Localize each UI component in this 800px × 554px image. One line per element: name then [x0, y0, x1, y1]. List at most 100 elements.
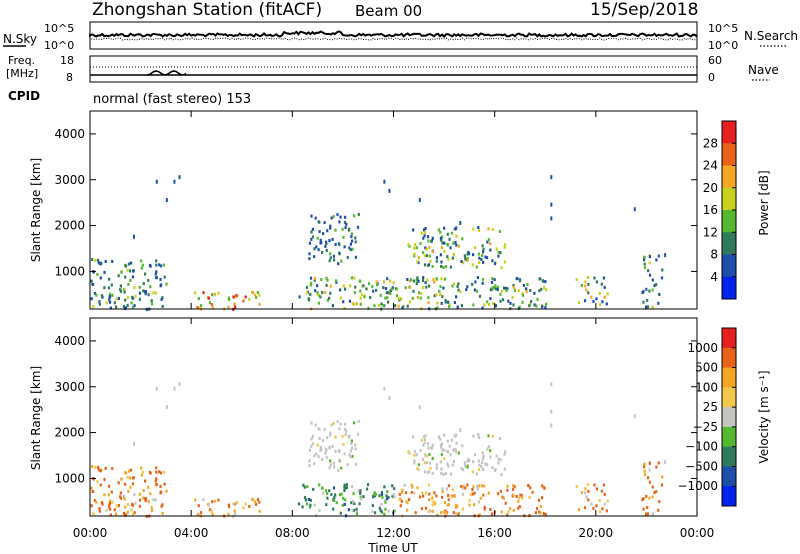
colorbar-tick-label: 24: [703, 159, 718, 173]
echo-cell: [413, 243, 417, 247]
echo-cell: [383, 512, 386, 516]
echo-cell: [343, 220, 347, 224]
echo-cell: [258, 293, 261, 297]
colorbar-tick-label: 12: [703, 225, 718, 239]
echo-cell: [481, 484, 484, 488]
echo-cell: [427, 442, 430, 446]
echo-cell: [363, 295, 366, 299]
echo-cell: [394, 304, 397, 308]
echo-cell: [349, 242, 352, 246]
echo-cell: [423, 263, 427, 267]
x-tick-label: 20:00: [579, 526, 614, 540]
echo-cell: [328, 466, 331, 470]
echo-cell: [459, 428, 462, 432]
echo-cell: [456, 305, 459, 309]
echo-cell: [99, 262, 102, 266]
echo-cell: [129, 278, 132, 282]
echo-cell: [408, 244, 411, 248]
echo-cell: [440, 511, 443, 515]
echo-cell: [341, 227, 344, 231]
echo-cell: [647, 269, 650, 273]
echo-cell: [389, 292, 392, 295]
echo-cell: [367, 306, 370, 310]
echo-cell: [313, 278, 316, 282]
echo-cell: [375, 283, 379, 287]
echo-cell: [350, 442, 353, 446]
echo-cell: [318, 427, 321, 431]
echo-cell: [332, 215, 335, 219]
echo-cell: [664, 460, 667, 465]
echo-cell: [477, 436, 481, 439]
echo-cell: [344, 433, 347, 437]
echo-cell: [326, 298, 329, 302]
echo-cell: [497, 254, 500, 258]
colorbar-tick-label: 8: [710, 248, 718, 262]
echo-cell: [138, 297, 141, 301]
echo-cell: [314, 289, 317, 293]
echo-cell: [309, 283, 312, 287]
echo-cell: [306, 485, 309, 489]
echo-cell: [315, 245, 318, 249]
echo-cell: [408, 300, 412, 304]
echo-cell: [160, 490, 163, 494]
echo-cell: [197, 513, 200, 517]
echo-cell: [334, 493, 337, 497]
echo-cell: [107, 286, 110, 290]
echo-cell: [460, 467, 463, 470]
echo-cell: [350, 232, 353, 236]
echo-cell: [350, 235, 353, 239]
echo-cell: [490, 280, 494, 284]
echo-cell: [431, 250, 434, 254]
echo-cell: [100, 501, 104, 505]
echo-cell: [442, 472, 445, 476]
echo-cell: [96, 273, 99, 276]
echo-cell: [424, 246, 427, 250]
echo-cell: [342, 235, 345, 239]
echo-cell: [93, 292, 97, 295]
echo-cell: [154, 498, 157, 502]
echo-cell: [431, 457, 434, 461]
echo-cell: [503, 452, 506, 456]
echo-cell: [413, 246, 416, 250]
echo-cell: [343, 502, 346, 506]
echo-cell: [424, 453, 427, 457]
echo-cell: [443, 457, 446, 460]
echo-cell: [333, 465, 336, 469]
echo-cell: [332, 461, 335, 465]
echo-cell: [490, 512, 494, 516]
echo-cell: [256, 498, 259, 501]
colorbar-tick-label: 28: [703, 136, 718, 150]
echo-cell: [155, 270, 158, 274]
echo-cell: [466, 459, 469, 463]
y-tick-label: 4000: [54, 127, 85, 141]
echo-cell: [329, 224, 332, 228]
echo-cell: [119, 288, 122, 292]
echo-cell: [123, 290, 126, 294]
echo-cell: [410, 490, 413, 494]
echo-cell: [462, 485, 465, 489]
date-label: 15/Sep/2018: [590, 0, 698, 20]
echo-cell: [415, 278, 418, 282]
echo-cell: [442, 286, 445, 290]
echo-cell: [478, 294, 482, 298]
echo-cell: [387, 300, 390, 304]
echo-cell: [605, 302, 608, 306]
echo-cell: [124, 275, 127, 279]
echo-cell: [334, 450, 337, 453]
echo-cell: [313, 255, 316, 259]
echo-cell: [447, 484, 450, 488]
echo-cell: [297, 502, 300, 506]
echo-cell: [466, 257, 469, 261]
echo-cell: [321, 458, 324, 461]
echo-cell: [527, 484, 530, 488]
echo-cell: [437, 435, 440, 439]
echo-cell: [316, 284, 319, 288]
echo-cell: [123, 287, 126, 291]
echo-cell: [520, 493, 523, 497]
colorbar-swatch: [722, 232, 736, 255]
echo-cell: [325, 503, 328, 507]
echo-cell: [384, 287, 388, 290]
echo-cell: [413, 453, 416, 457]
echo-cell: [431, 265, 434, 268]
